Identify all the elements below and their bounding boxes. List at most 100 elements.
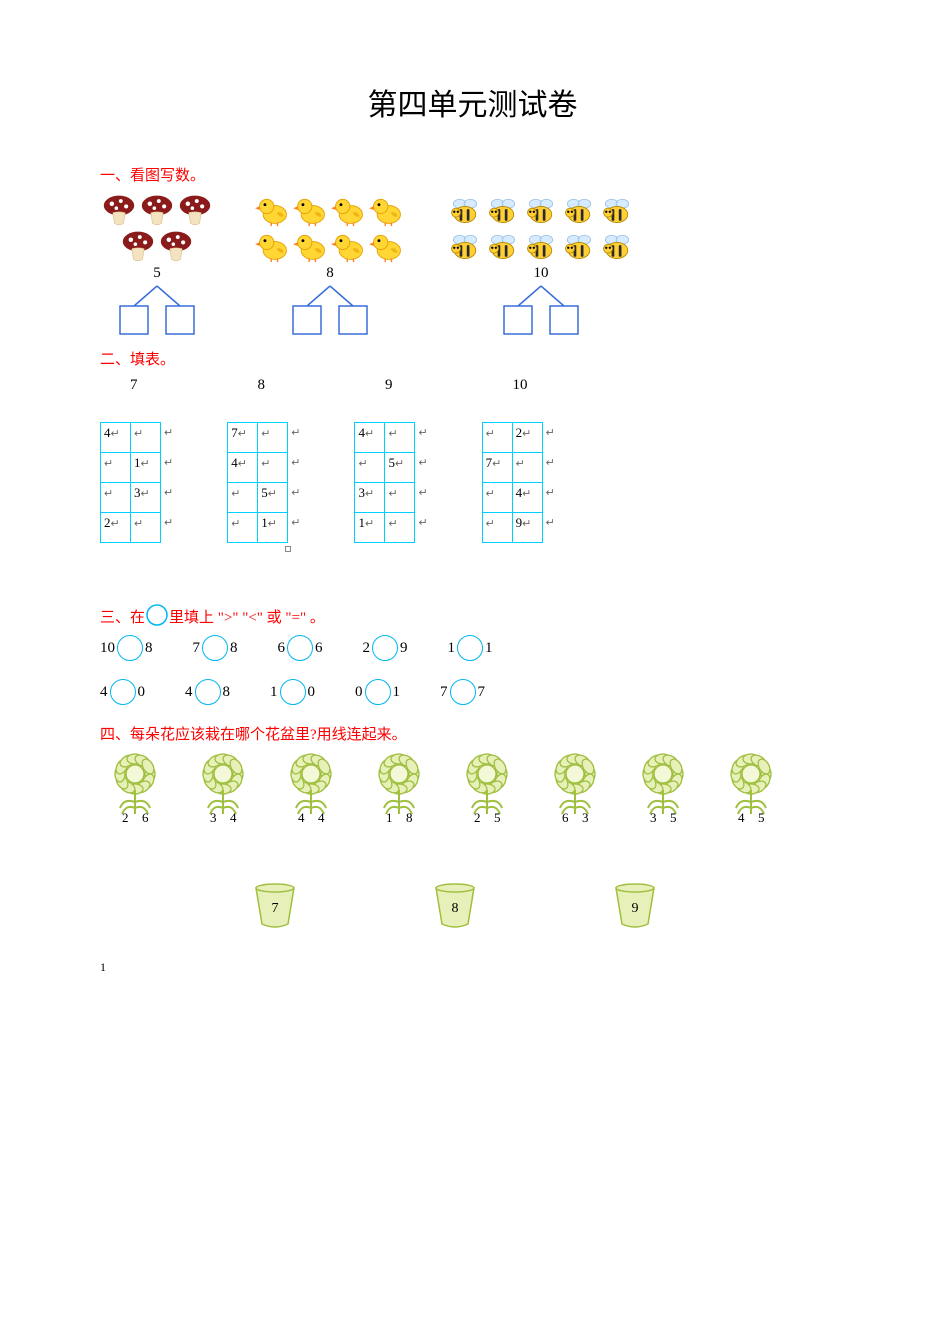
table-cell[interactable]: 2↵	[512, 423, 542, 453]
table-cell[interactable]: ↵	[482, 483, 512, 513]
flower-icon: 3 4	[188, 752, 258, 832]
table-cell[interactable]: ↵	[101, 483, 131, 513]
table-header-number: 7	[130, 377, 138, 394]
table-cell[interactable]: ↵	[101, 453, 131, 483]
flower-item: 1 8	[364, 752, 434, 832]
table-cell[interactable]: 7↵	[482, 453, 512, 483]
compare-left: 7	[440, 684, 448, 701]
answer-circle[interactable]	[195, 679, 221, 705]
section-2-top-numbers: 78910	[130, 377, 845, 394]
answer-circle[interactable]	[450, 679, 476, 705]
table-cell[interactable]: ↵	[482, 423, 512, 453]
row-marker: ↵	[288, 513, 304, 543]
compare-item: 77	[440, 679, 485, 705]
bee-icon	[485, 193, 521, 227]
answer-circle[interactable]	[457, 635, 483, 661]
answer-circle[interactable]	[280, 679, 306, 705]
table-cell[interactable]: ↵	[385, 483, 415, 513]
compare-item: 78	[193, 635, 238, 661]
compare-right: 6	[315, 640, 323, 657]
answer-circle[interactable]	[110, 679, 136, 705]
icon-cluster	[100, 193, 214, 263]
answer-circle[interactable]	[372, 635, 398, 661]
flower-item: 2 6	[100, 752, 170, 832]
number-bond	[112, 282, 202, 338]
split-total: 8	[326, 265, 334, 282]
section-3-heading: 三、在里填上 ">" "<" 或 "=" 。	[100, 603, 845, 627]
table-cell[interactable]: 5↵	[385, 453, 415, 483]
table-cell[interactable]: ↵	[385, 513, 415, 543]
row-marker: ↵	[542, 483, 558, 513]
table-cell[interactable]: ↵	[355, 453, 385, 483]
table-cell[interactable]: 4↵	[228, 453, 258, 483]
table-cell[interactable]: 4↵	[355, 423, 385, 453]
flower-icon: 2 5	[452, 752, 522, 832]
svg-text:4: 4	[318, 810, 325, 825]
table-cell[interactable]: 7↵	[228, 423, 258, 453]
table-cell[interactable]: ↵	[512, 453, 542, 483]
table-cell[interactable]: 1↵	[131, 453, 161, 483]
answer-circle[interactable]	[202, 635, 228, 661]
compare-item: 10	[270, 679, 315, 705]
icon-cluster	[254, 193, 406, 263]
chick-icon	[369, 229, 405, 263]
table-cell[interactable]: ↵	[385, 423, 415, 453]
section-2-heading: 二、填表。	[100, 348, 845, 369]
compare-left: 6	[278, 640, 286, 657]
row-marker: ↵	[542, 423, 558, 453]
table-cell[interactable]: 3↵	[355, 483, 385, 513]
table-cell[interactable]: ↵	[258, 423, 288, 453]
bee-icon	[485, 229, 521, 263]
table-cell[interactable]: 5↵	[258, 483, 288, 513]
compare-item: 29	[363, 635, 408, 661]
compare-left: 1	[270, 684, 278, 701]
table-cell[interactable]: ↵	[228, 513, 258, 543]
row-marker: ↵	[161, 453, 177, 483]
svg-text:6: 6	[562, 810, 569, 825]
svg-text:3: 3	[582, 810, 589, 825]
compare-left: 4	[100, 684, 108, 701]
table-cell[interactable]: 4↵	[512, 483, 542, 513]
table-cell[interactable]: 1↵	[258, 513, 288, 543]
row-marker: ↵	[415, 513, 431, 543]
chick-icon	[331, 229, 367, 263]
table-cell[interactable]: ↵	[482, 513, 512, 543]
table-cell[interactable]: 4↵	[101, 423, 131, 453]
pot-item: 7	[250, 882, 300, 930]
table-cell[interactable]: ↵	[131, 423, 161, 453]
svg-text:3: 3	[650, 810, 657, 825]
mushroom-icon	[139, 193, 175, 227]
section-1-content: 5	[100, 193, 845, 338]
compare-item: 11	[448, 635, 493, 661]
bee-icon	[523, 193, 559, 227]
compare-item: 48	[185, 679, 230, 705]
count-group: 5	[100, 193, 214, 338]
split-total: 5	[153, 265, 161, 282]
table-cell[interactable]: 3↵	[131, 483, 161, 513]
chick-icon	[331, 193, 367, 227]
bee-icon	[447, 229, 483, 263]
pot-icon: 9	[610, 882, 660, 930]
svg-text:9: 9	[632, 901, 639, 916]
table-cell[interactable]: ↵	[258, 453, 288, 483]
mushroom-icon	[120, 229, 156, 263]
bee-icon	[561, 229, 597, 263]
answer-circle[interactable]	[117, 635, 143, 661]
table-cell[interactable]: 1↵	[355, 513, 385, 543]
table-cell[interactable]: 9↵	[512, 513, 542, 543]
flower-item: 3 4	[188, 752, 258, 832]
svg-text:2: 2	[474, 810, 481, 825]
row-marker: ↵	[542, 453, 558, 483]
table-cell[interactable]: ↵	[131, 513, 161, 543]
page-title: 第四单元测试卷	[100, 80, 845, 124]
answer-circle[interactable]	[287, 635, 313, 661]
answer-circle[interactable]	[365, 679, 391, 705]
flower-item: 3 5	[628, 752, 698, 832]
table-header-number: 9	[385, 377, 393, 394]
table-cell[interactable]: 2↵	[101, 513, 131, 543]
row-marker: ↵	[542, 513, 558, 543]
table-cell[interactable]: ↵	[228, 483, 258, 513]
svg-text:5: 5	[494, 810, 501, 825]
fill-table: 4↵↵↵↵1↵↵↵3↵↵2↵↵↵	[100, 422, 177, 543]
bee-icon	[599, 229, 635, 263]
